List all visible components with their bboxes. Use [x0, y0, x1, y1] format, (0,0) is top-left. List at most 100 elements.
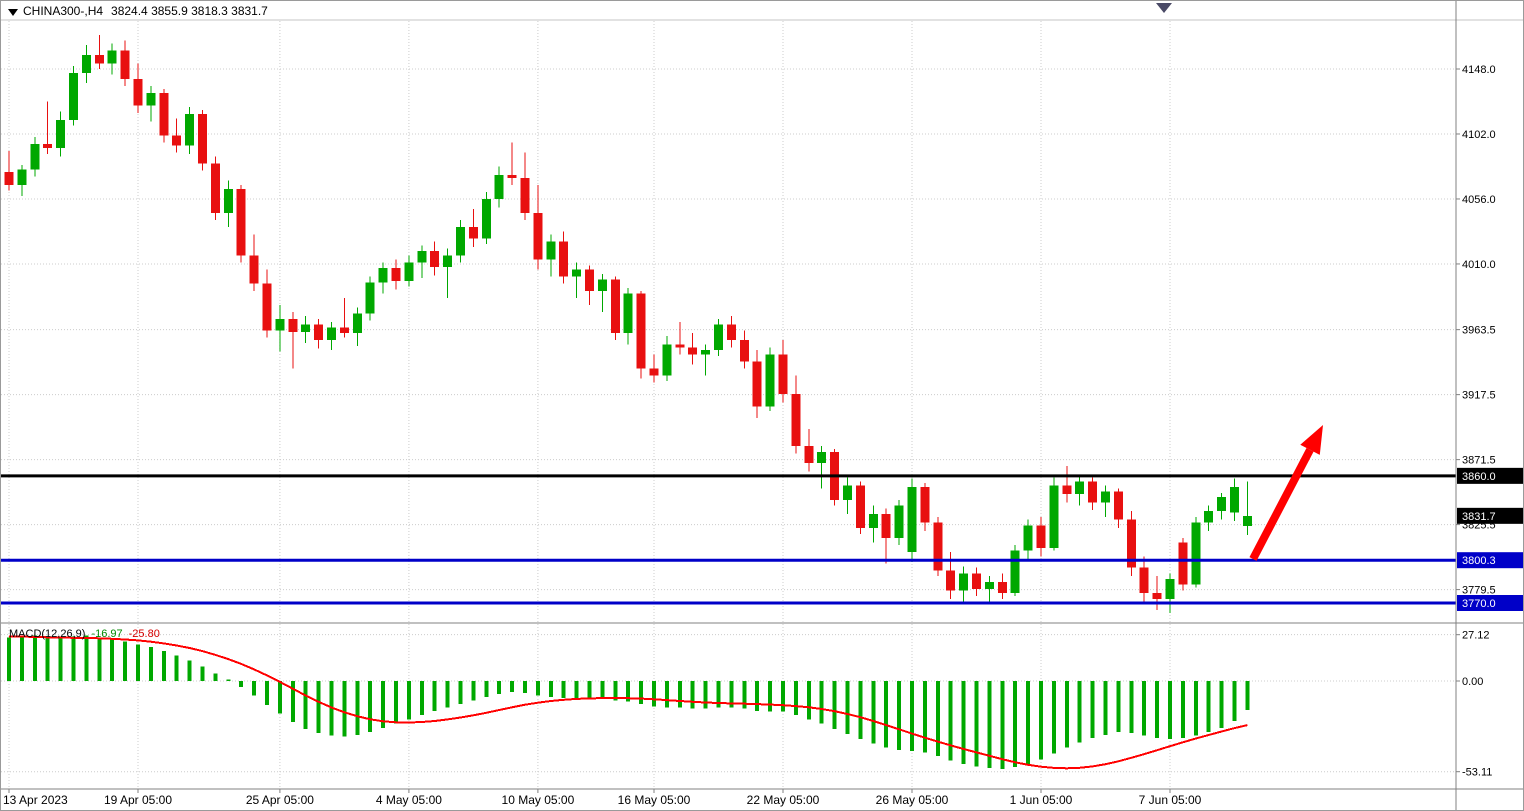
macd-histogram-bar	[406, 681, 411, 720]
bear-candle	[1062, 485, 1072, 495]
macd-histogram-bar	[342, 681, 347, 737]
macd-histogram-bar	[419, 681, 424, 716]
macd-histogram-bar	[71, 636, 76, 681]
price-badge-label: 3770.0	[1462, 598, 1496, 610]
bear-candle	[946, 570, 956, 591]
time-axis-label: 10 May 05:00	[502, 793, 575, 807]
price-axis-label: 3779.5	[1462, 585, 1496, 597]
bear-candle	[249, 255, 259, 284]
macd-histogram-bar	[897, 681, 902, 751]
macd-histogram-bar	[819, 681, 824, 724]
macd-histogram-bar	[1232, 681, 1237, 722]
macd-histogram-bar	[1193, 681, 1198, 736]
macd-histogram-bar	[1000, 681, 1005, 769]
time-axis-label: 22 May 05:00	[747, 793, 820, 807]
macd-histogram-bar	[987, 681, 992, 769]
macd-histogram-bar	[19, 636, 24, 681]
macd-histogram-bar	[1116, 681, 1121, 733]
bull-candle	[597, 279, 607, 291]
bear-candle	[533, 213, 543, 260]
bull-candle	[1075, 481, 1085, 495]
macd-histogram-bar	[548, 681, 553, 698]
bull-candle	[623, 293, 633, 334]
symbol-dropdown-icon[interactable]	[8, 9, 18, 16]
bear-candle	[752, 361, 762, 407]
bull-candle	[404, 262, 414, 281]
macd-histogram-bar	[471, 681, 476, 701]
bull-candle	[817, 451, 827, 464]
price-axis-label: 4102.0	[1462, 129, 1496, 141]
macd-histogram-bar	[793, 681, 798, 716]
time-axis-label: 7 Jun 05:00	[1139, 793, 1202, 807]
bull-candle	[959, 573, 969, 591]
macd-histogram-bar	[1051, 681, 1056, 754]
bear-candle	[1152, 593, 1162, 599]
bear-candle	[314, 324, 324, 341]
macd-histogram-bar	[1245, 681, 1250, 710]
bull-candle	[107, 50, 117, 64]
bull-candle	[572, 269, 582, 277]
macd-histogram-bar	[1219, 681, 1224, 728]
bear-candle	[507, 174, 517, 178]
time-axis-label: 1 Jun 05:00	[1010, 793, 1073, 807]
macd-histogram-bar	[755, 681, 760, 711]
bear-candle	[198, 114, 207, 164]
macd-histogram-bar	[497, 681, 502, 694]
bull-candle	[1023, 525, 1033, 551]
bear-candle	[262, 283, 272, 331]
bear-candle	[43, 143, 53, 149]
macd-histogram-bar	[690, 681, 695, 709]
bull-candle	[907, 487, 917, 553]
macd-histogram-bar	[639, 681, 644, 705]
bull-candle	[417, 251, 427, 263]
macd-histogram-bar	[45, 636, 50, 681]
bear-candle	[1178, 542, 1188, 585]
bull-candle	[843, 485, 852, 500]
bear-candle	[4, 172, 14, 185]
macd-histogram-bar	[200, 666, 205, 681]
macd-signal-line	[9, 635, 1248, 770]
macd-histogram-bar	[729, 681, 734, 708]
macd-histogram-bar	[600, 681, 605, 699]
bear-candle	[1126, 519, 1136, 568]
bear-candle	[236, 189, 246, 256]
bull-candle	[185, 114, 195, 146]
macd-header: MACD(12,26,9) -16.97 -25.80	[9, 628, 160, 640]
macd-histogram-bar	[484, 681, 489, 698]
macd-histogram-bar	[574, 681, 579, 699]
bull-candle	[1165, 578, 1175, 599]
bull-candle	[275, 319, 285, 331]
bear-candle	[997, 581, 1007, 594]
bull-candle	[662, 344, 672, 376]
macd-histogram-bar	[7, 637, 11, 681]
object-lines-layer	[1, 474, 1456, 605]
bull-candle	[30, 143, 40, 170]
macd-histogram-bar	[187, 660, 192, 681]
macd-histogram-bar	[445, 681, 450, 708]
trend-arrow-head[interactable]	[1300, 425, 1323, 455]
bear-candle	[94, 54, 104, 64]
trend-arrow-shaft[interactable]	[1249, 447, 1314, 561]
macd-histogram-bar	[1142, 681, 1147, 736]
bear-candle	[739, 340, 749, 362]
macd-histogram-bar	[97, 637, 102, 681]
macd-histogram-bar	[458, 681, 463, 705]
bear-candle	[288, 319, 298, 332]
bull-candle	[327, 327, 336, 341]
grid-layer	[1, 21, 1456, 789]
macd-histogram-bar	[1180, 681, 1185, 739]
macd-histogram-bar	[974, 681, 979, 767]
bear-candle	[133, 78, 143, 106]
macd-histogram-bar	[652, 681, 656, 707]
macd-histogram-bar	[265, 681, 269, 705]
bull-candle	[984, 581, 994, 589]
macd-histogram-bar	[716, 681, 721, 708]
bear-candle	[972, 573, 981, 589]
macd-label: MACD(12,26,9)	[9, 628, 86, 640]
chart-shift-icon[interactable]	[1156, 3, 1172, 13]
macd-histogram-bar	[935, 681, 940, 757]
macd-histogram-bar	[664, 681, 669, 708]
bear-candle	[172, 135, 182, 146]
time-axis-label: 16 May 05:00	[618, 793, 691, 807]
